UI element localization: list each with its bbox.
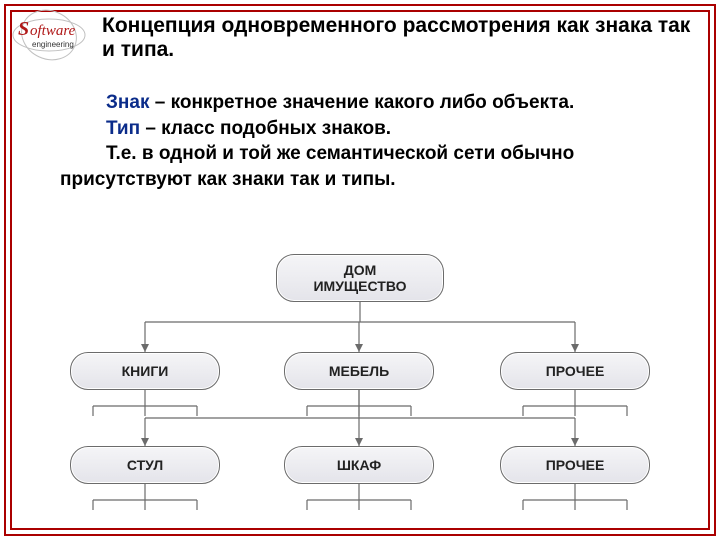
plain-text: Т.е. в одной и той же семантической сети… [106,143,574,164]
tree-node-root: ДОМ ИМУЩЕСТВО [276,254,444,302]
text-line: Знак – конкретное значение какого либо о… [60,90,680,116]
term-text: Знак [106,92,149,113]
tree-node-n1: КНИГИ [70,352,220,390]
tree-node-n4: СТУЛ [70,446,220,484]
tree-node-n5: ШКАФ [284,446,434,484]
body-text: Знак – конкретное значение какого либо о… [60,90,680,193]
text-line: присутствуют как знаки так и типы. [60,167,680,193]
plain-text: – конкретное значение какого либо объект… [149,92,574,113]
tree-node-n6: ПРОЧЕЕ [500,446,650,484]
software-engineering-logo: S oftware engineering [10,8,88,62]
term-text: Тип [106,118,140,139]
tree-node-n3: ПРОЧЕЕ [500,352,650,390]
semantic-tree-diagram: ДОМ ИМУЩЕСТВО КНИГИ МЕБЕЛЬ ПРОЧЕЕ СТУЛ ШКАФ ПР… [0,250,720,530]
plain-text: присутствуют как знаки так и типы. [60,169,396,190]
svg-text:engineering: engineering [32,40,74,49]
text-line: Т.е. в одной и той же семантической сети… [60,141,680,167]
svg-text:S: S [18,18,29,40]
text-line: Тип – класс подобных знаков. [60,116,680,142]
tree-node-n2: МЕБЕЛЬ [284,352,434,390]
page-title: Концепция одновременного рассмотрения ка… [102,14,692,62]
svg-text:oftware: oftware [30,23,76,39]
plain-text: – класс подобных знаков. [140,118,391,139]
